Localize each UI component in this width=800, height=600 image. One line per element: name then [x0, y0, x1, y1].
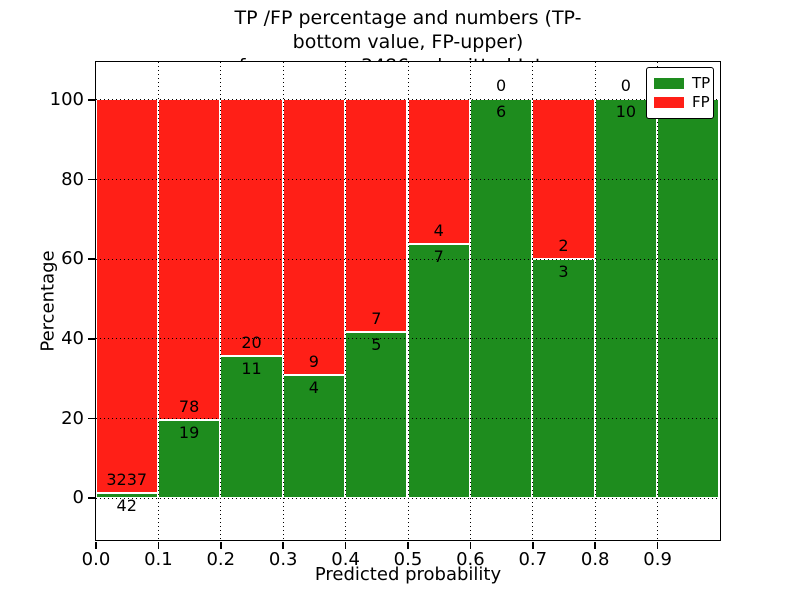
bar-segment-tp — [532, 258, 595, 498]
y-tick — [87, 338, 95, 340]
gridline-x — [282, 61, 284, 540]
y-tick-label: 40 — [61, 327, 84, 349]
bar-label-fp: 2 — [558, 235, 569, 255]
bar-segment-fp — [532, 99, 595, 259]
gridline-x — [469, 61, 471, 540]
x-tick — [220, 541, 222, 549]
x-tick — [282, 541, 284, 549]
x-tick — [469, 541, 472, 549]
x-tick-label: 0.2 — [206, 549, 236, 570]
x-tick — [532, 541, 534, 549]
legend-item-fp: FP — [654, 94, 710, 111]
bar-label-tp: 5 — [371, 334, 382, 354]
bar-label-fp: 4 — [433, 221, 444, 241]
bar-segment-tp — [282, 375, 346, 498]
bar-label-fp: 20 — [241, 333, 262, 353]
x-tick-label: 0.1 — [144, 549, 173, 570]
bar-label-fp: 0 — [620, 76, 631, 96]
x-tick-label: 0.9 — [643, 549, 672, 570]
bar-label-tp: 42 — [116, 495, 137, 515]
bar-segment-fp — [407, 99, 470, 245]
bar-segment-fp — [95, 99, 158, 493]
bar-segment-tp — [407, 244, 470, 498]
gridline-x — [594, 61, 596, 540]
bar-label-tp: 19 — [178, 422, 200, 442]
bar-label-tp: 10 — [615, 102, 637, 122]
bar-label-tp: 4 — [308, 378, 319, 398]
bar-label-tp: 3 — [558, 261, 569, 281]
gridline-x — [157, 61, 159, 540]
y-tick — [87, 99, 95, 101]
legend-item-tp: TP — [654, 75, 710, 92]
x-tick-label: 0.4 — [331, 549, 360, 570]
gridline-x — [532, 61, 534, 540]
bar-segment-tp — [594, 99, 658, 498]
y-tick-label: 80 — [61, 168, 84, 190]
x-tick — [95, 541, 97, 549]
bar-segment-tp — [157, 419, 221, 498]
y-tick — [87, 417, 95, 420]
bar-segment-tp — [95, 492, 158, 498]
y-tick — [87, 178, 95, 181]
plot-area: 323742781920119475470623010022 — [94, 60, 721, 541]
y-tick-label: 100 — [49, 88, 84, 110]
x-tick — [594, 541, 596, 549]
bar-segment-fp — [220, 99, 283, 357]
tp-color-swatch — [654, 78, 684, 89]
gridline-x — [345, 61, 347, 540]
y-tick — [87, 497, 95, 499]
legend: TP FP — [646, 67, 714, 119]
bar-segment-tp — [657, 99, 720, 498]
bar-segment-fp — [345, 99, 408, 332]
y-tick-label: 60 — [61, 248, 84, 270]
x-tick-label: 0.8 — [580, 549, 610, 570]
x-tick — [407, 541, 409, 549]
x-tick-label: 0.0 — [81, 549, 111, 570]
y-tick-label: 20 — [61, 407, 84, 429]
x-tick — [344, 541, 347, 549]
x-tick-label: 0.5 — [393, 549, 423, 570]
x-tick — [656, 541, 659, 549]
bar-segment-fp — [282, 99, 346, 376]
bar-label-tp: 6 — [496, 102, 507, 122]
gridline-x — [657, 61, 659, 540]
bar-segment-tp — [220, 356, 283, 498]
bar-label-fp: 3237 — [106, 469, 148, 489]
bar-label-tp: 11 — [241, 359, 262, 379]
x-tick-label: 0.3 — [268, 549, 298, 570]
legend-label-fp: FP — [692, 93, 710, 111]
fp-color-swatch — [654, 97, 684, 108]
bar-label-fp: 78 — [178, 396, 200, 416]
y-tick — [87, 258, 95, 260]
bar-label-fp: 7 — [371, 308, 382, 328]
bar-segment-tp — [469, 99, 533, 498]
bar-segment-tp — [345, 331, 408, 498]
bar-label-fp: 9 — [308, 352, 319, 372]
bar-label-tp: 7 — [433, 247, 444, 267]
gridline-x — [407, 61, 409, 540]
x-tick-label: 0.6 — [456, 549, 485, 570]
x-axis-label: Predicted probability — [314, 564, 502, 585]
x-tick — [157, 541, 160, 549]
legend-label-tp: TP — [692, 74, 711, 92]
bar-label-fp: 0 — [496, 76, 507, 96]
y-tick-label: 0 — [72, 487, 84, 509]
gridline-x — [220, 61, 222, 540]
x-tick-label: 0.7 — [518, 549, 548, 570]
